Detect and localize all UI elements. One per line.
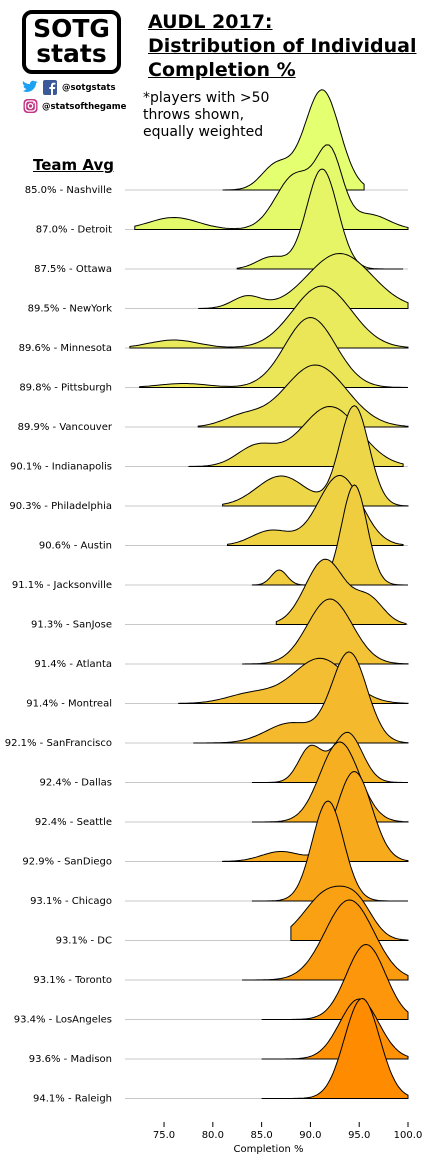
team-label: 87.0% - Detroit (36, 225, 112, 236)
ridge-newyork (198, 252, 409, 309)
title-line: Distribution of Individual (148, 35, 417, 57)
ridge-ottawa (236, 168, 404, 270)
twitter-handle: @sotgstats (62, 82, 116, 93)
team-label: 92.4% - Seattle (35, 817, 112, 828)
team-label: 89.6% - Minnesota (19, 343, 112, 354)
team-avg-heading: Team Avg (33, 156, 114, 174)
ridge-vancouver (197, 364, 409, 428)
note-line: *players with >50 (143, 90, 270, 106)
note-line: throws shown, (143, 107, 245, 123)
team-label: 93.1% - Toronto (33, 975, 112, 986)
team-label: 89.8% - Pittsburgh (19, 383, 112, 394)
ridge-atlanta (242, 598, 409, 665)
logo-text-stats: stats (36, 39, 107, 68)
twitter-icon (22, 80, 38, 92)
x-axis-label: Completion % (234, 1144, 304, 1155)
team-label: 87.5% - Ottawa (34, 264, 112, 275)
ridge-chicago (251, 800, 408, 902)
team-label: 90.1% - Indianapolis (10, 462, 112, 473)
ridge-minnesota (129, 285, 409, 349)
social-row-twitter: @sotgstats (22, 80, 116, 95)
facebook-icon (43, 80, 57, 95)
x-tick-label: 95.0 (348, 1130, 370, 1141)
team-label: 91.4% - Montreal (26, 699, 112, 710)
team-label: 93.6% - Madison (29, 1054, 112, 1065)
instagram-icon (23, 99, 38, 113)
team-label: 91.3% - SanJose (31, 620, 112, 631)
chart-note: *players with >50 throws shown, equally … (143, 90, 269, 141)
ridge-raleigh (261, 997, 409, 1099)
chart-title: AUDL 2017: Distribution of Individual Co… (148, 10, 416, 82)
ridge-sanfrancisco (193, 651, 409, 744)
x-tick-label: 80.0 (202, 1130, 224, 1141)
team-label: 93.1% - DC (56, 936, 112, 947)
x-tick-label: 100.0 (394, 1130, 423, 1141)
ridge-sanjose (275, 558, 407, 625)
team-label: 92.4% - Dallas (40, 778, 112, 789)
x-tick-label: 75.0 (153, 1130, 175, 1141)
ridge-montreal (178, 657, 409, 704)
team-label: 93.1% - Chicago (30, 896, 112, 907)
team-label: 85.0% - Nashville (25, 185, 112, 196)
team-label: 90.6% - Austin (39, 541, 112, 552)
x-tick-label: 90.0 (299, 1130, 321, 1141)
sotg-logo: SOTG stats (22, 10, 121, 74)
social-row-instagram: @statsofthegame (22, 99, 126, 114)
title-line: Completion % (148, 59, 296, 81)
ridge-detroit (134, 144, 409, 230)
x-tick-label: 85.0 (250, 1130, 272, 1141)
ridge-philadelphia (222, 405, 409, 507)
team-label: 89.9% - Vancouver (18, 422, 113, 433)
ridge-losangeles (261, 943, 409, 1020)
title-line: AUDL 2017: (148, 11, 273, 33)
logo-text-sotg: SOTG (33, 14, 110, 43)
ridge-pittsburgh (139, 316, 409, 388)
team-label: 92.9% - SanDiego (22, 857, 112, 868)
team-label: 89.5% - NewYork (28, 304, 113, 315)
team-label: 90.3% - Philadelphia (9, 501, 112, 512)
team-label: 93.4% - LosAngeles (14, 1015, 112, 1026)
instagram-handle: @statsofthegame (42, 101, 127, 112)
team-label: 92.1% - SanFrancisco (5, 738, 112, 749)
team-label: 91.1% - Jacksonville (12, 580, 112, 591)
note-line: equally weighted (143, 124, 264, 140)
team-label: 91.4% - Atlanta (34, 659, 112, 670)
team-label: 94.1% - Raleigh (33, 1094, 112, 1105)
